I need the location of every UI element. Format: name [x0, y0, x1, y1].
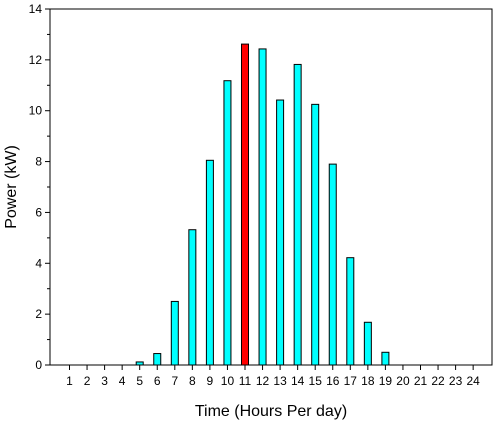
x-tick-label: 8 — [189, 374, 196, 388]
bar-7 — [170, 300, 179, 366]
y-tick-label: 0 — [35, 358, 42, 372]
bar-11 — [241, 43, 249, 366]
bar-12 — [258, 48, 267, 366]
bar-5 — [135, 361, 144, 366]
plot-frame — [49, 8, 493, 366]
y-tick-label: 12 — [29, 53, 43, 67]
bar-18 — [363, 321, 372, 366]
x-tick-label: 12 — [256, 374, 270, 388]
x-tick-label: 22 — [431, 374, 445, 388]
x-tick-label: 2 — [84, 374, 91, 388]
x-tick-label: 9 — [207, 374, 214, 388]
x-tick-label: 19 — [379, 374, 393, 388]
x-tick-label: 1 — [66, 374, 73, 388]
x-tick-label: 23 — [449, 374, 463, 388]
y-tick-label: 6 — [35, 205, 42, 219]
y-axis-title: Power (kW) — [3, 145, 20, 229]
x-tick-label: 14 — [291, 374, 305, 388]
y-tick-label: 2 — [35, 307, 42, 321]
x-tick-label: 13 — [273, 374, 287, 388]
x-tick-label: 6 — [154, 374, 161, 388]
x-tick-label: 16 — [326, 374, 340, 388]
bar-8 — [188, 229, 197, 366]
bar-14 — [293, 63, 302, 366]
y-tick-label: 14 — [29, 2, 43, 16]
bar-17 — [346, 257, 355, 366]
x-tick-label: 15 — [309, 374, 323, 388]
x-tick-label: 18 — [361, 374, 375, 388]
y-tick-label: 10 — [29, 104, 43, 118]
x-tick-label: 11 — [239, 374, 252, 388]
bar-13 — [276, 99, 285, 366]
x-tick-label: 20 — [396, 374, 410, 388]
x-tick-label: 7 — [171, 374, 178, 388]
y-tick-label: 8 — [35, 155, 42, 169]
y-tick-label: 4 — [35, 256, 42, 270]
x-tick-label: 4 — [119, 374, 126, 388]
x-tick-label: 5 — [136, 374, 143, 388]
x-tick-label: 3 — [101, 374, 108, 388]
x-axis-title: Time (Hours Per day) — [195, 403, 347, 420]
bar-9 — [205, 159, 214, 366]
bar-15 — [311, 103, 320, 366]
bar-6 — [153, 353, 162, 366]
x-tick-label: 21 — [414, 374, 428, 388]
x-tick-label: 17 — [344, 374, 358, 388]
bar-19 — [381, 351, 390, 366]
bar-10 — [223, 80, 232, 366]
bar-16 — [328, 163, 337, 366]
x-tick-label: 10 — [221, 374, 235, 388]
x-tick-label: 24 — [466, 374, 480, 388]
